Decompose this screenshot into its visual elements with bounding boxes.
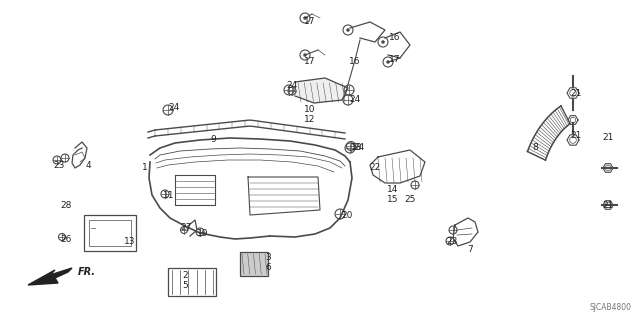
Text: 23: 23: [53, 162, 65, 171]
Polygon shape: [28, 268, 72, 285]
Text: 4: 4: [85, 161, 91, 170]
Circle shape: [303, 53, 307, 57]
Text: 21: 21: [602, 133, 614, 142]
Text: SJCAB4800: SJCAB4800: [590, 303, 632, 312]
Text: 11: 11: [163, 191, 175, 201]
Text: 19: 19: [197, 228, 209, 237]
Text: 5: 5: [182, 282, 188, 291]
Text: FR.: FR.: [78, 267, 96, 277]
Text: 20: 20: [341, 212, 353, 220]
Text: 17: 17: [304, 58, 316, 67]
Text: 1: 1: [142, 164, 148, 172]
Text: 10: 10: [304, 106, 316, 115]
Text: 18: 18: [351, 143, 363, 153]
Circle shape: [303, 17, 307, 20]
Text: 24: 24: [349, 95, 360, 105]
Text: 17: 17: [389, 55, 401, 65]
Text: 23: 23: [446, 237, 458, 246]
Text: 8: 8: [532, 143, 538, 153]
Bar: [168, 268, 216, 296]
Text: 17: 17: [304, 18, 316, 27]
Text: 28: 28: [60, 201, 72, 210]
Text: 13: 13: [124, 237, 136, 246]
Text: 2: 2: [182, 271, 188, 281]
Text: 7: 7: [467, 245, 473, 254]
Text: 21: 21: [570, 131, 582, 140]
Text: 24: 24: [353, 143, 365, 153]
Text: 12: 12: [304, 116, 316, 124]
Text: 9: 9: [210, 135, 216, 145]
Circle shape: [387, 60, 390, 63]
Text: 21: 21: [570, 89, 582, 98]
Text: 26: 26: [60, 236, 72, 244]
Text: 16: 16: [389, 33, 401, 42]
Bar: [84, 215, 136, 251]
Text: 24: 24: [168, 102, 180, 111]
Text: 21: 21: [602, 201, 614, 210]
Text: 15: 15: [387, 196, 399, 204]
Polygon shape: [295, 78, 348, 103]
Text: 27: 27: [180, 223, 192, 233]
Text: 22: 22: [369, 164, 381, 172]
Text: 24: 24: [286, 82, 298, 91]
Circle shape: [346, 28, 349, 31]
Text: 25: 25: [404, 196, 416, 204]
Bar: [89, 220, 131, 246]
Text: 16: 16: [349, 58, 361, 67]
Bar: [240, 252, 268, 276]
Text: 3: 3: [265, 252, 271, 261]
Circle shape: [381, 41, 385, 44]
Text: 6: 6: [265, 262, 271, 271]
Text: 14: 14: [387, 186, 399, 195]
